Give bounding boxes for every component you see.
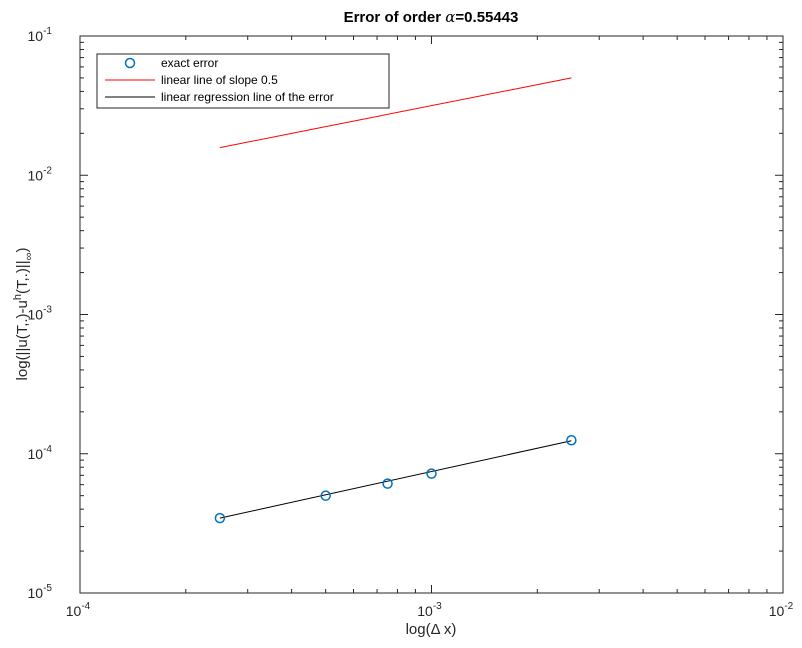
title-prefix: Error of order [344, 9, 446, 26]
title-value: =0.55443 [455, 9, 518, 26]
data-point-marker [382, 478, 393, 489]
data-point-marker [320, 490, 331, 501]
y-tick-label: 10-4 [28, 444, 53, 462]
ylabel-sup: h [12, 294, 24, 300]
x-tick-label: 10-3 [417, 601, 442, 619]
ticks-layer: 10-4 10-3 10-2 10-5 10-4 10-3 10-2 10-1 [28, 26, 794, 619]
y-tick-label: 10-1 [28, 26, 53, 44]
chart-title: Error of order α=0.55443 [344, 8, 519, 26]
x-axis-label: log(Δ x) [406, 621, 457, 638]
ylabel-end: ) [14, 248, 31, 253]
ylabel-mid: (T,.)|| [14, 260, 31, 294]
data-point-marker [566, 435, 577, 446]
legend-label-slope: linear line of slope 0.5 [161, 73, 278, 87]
legend-label-exact-error: exact error [161, 56, 218, 70]
plot-area [79, 35, 784, 594]
legend-label-regression: linear regression line of the error [161, 90, 334, 104]
x-tick-label: 10-2 [769, 601, 794, 619]
series-line-2 [219, 440, 572, 519]
y-axis-label: log(||u(T,.)-uh(T,.)||∞) [12, 248, 35, 381]
title-symbol: α [445, 8, 455, 26]
legend-marker-exact-error [124, 57, 136, 69]
y-tick-label: 10-2 [28, 165, 53, 183]
ylabel-sub: ∞ [23, 253, 35, 261]
y-tick-label: 10-5 [28, 583, 53, 601]
y-tick-label: 10-3 [28, 305, 53, 323]
ylabel-main: log(||u(T,.)-u [14, 300, 31, 380]
legend-box [96, 53, 390, 109]
series-line-1 [219, 77, 572, 149]
series-layer [214, 77, 577, 524]
legend: exact error linear line of slope 0.5 lin… [96, 53, 390, 109]
data-point-marker [214, 512, 226, 524]
data-point-marker [426, 468, 437, 479]
x-tick-label: 10-4 [66, 601, 91, 619]
